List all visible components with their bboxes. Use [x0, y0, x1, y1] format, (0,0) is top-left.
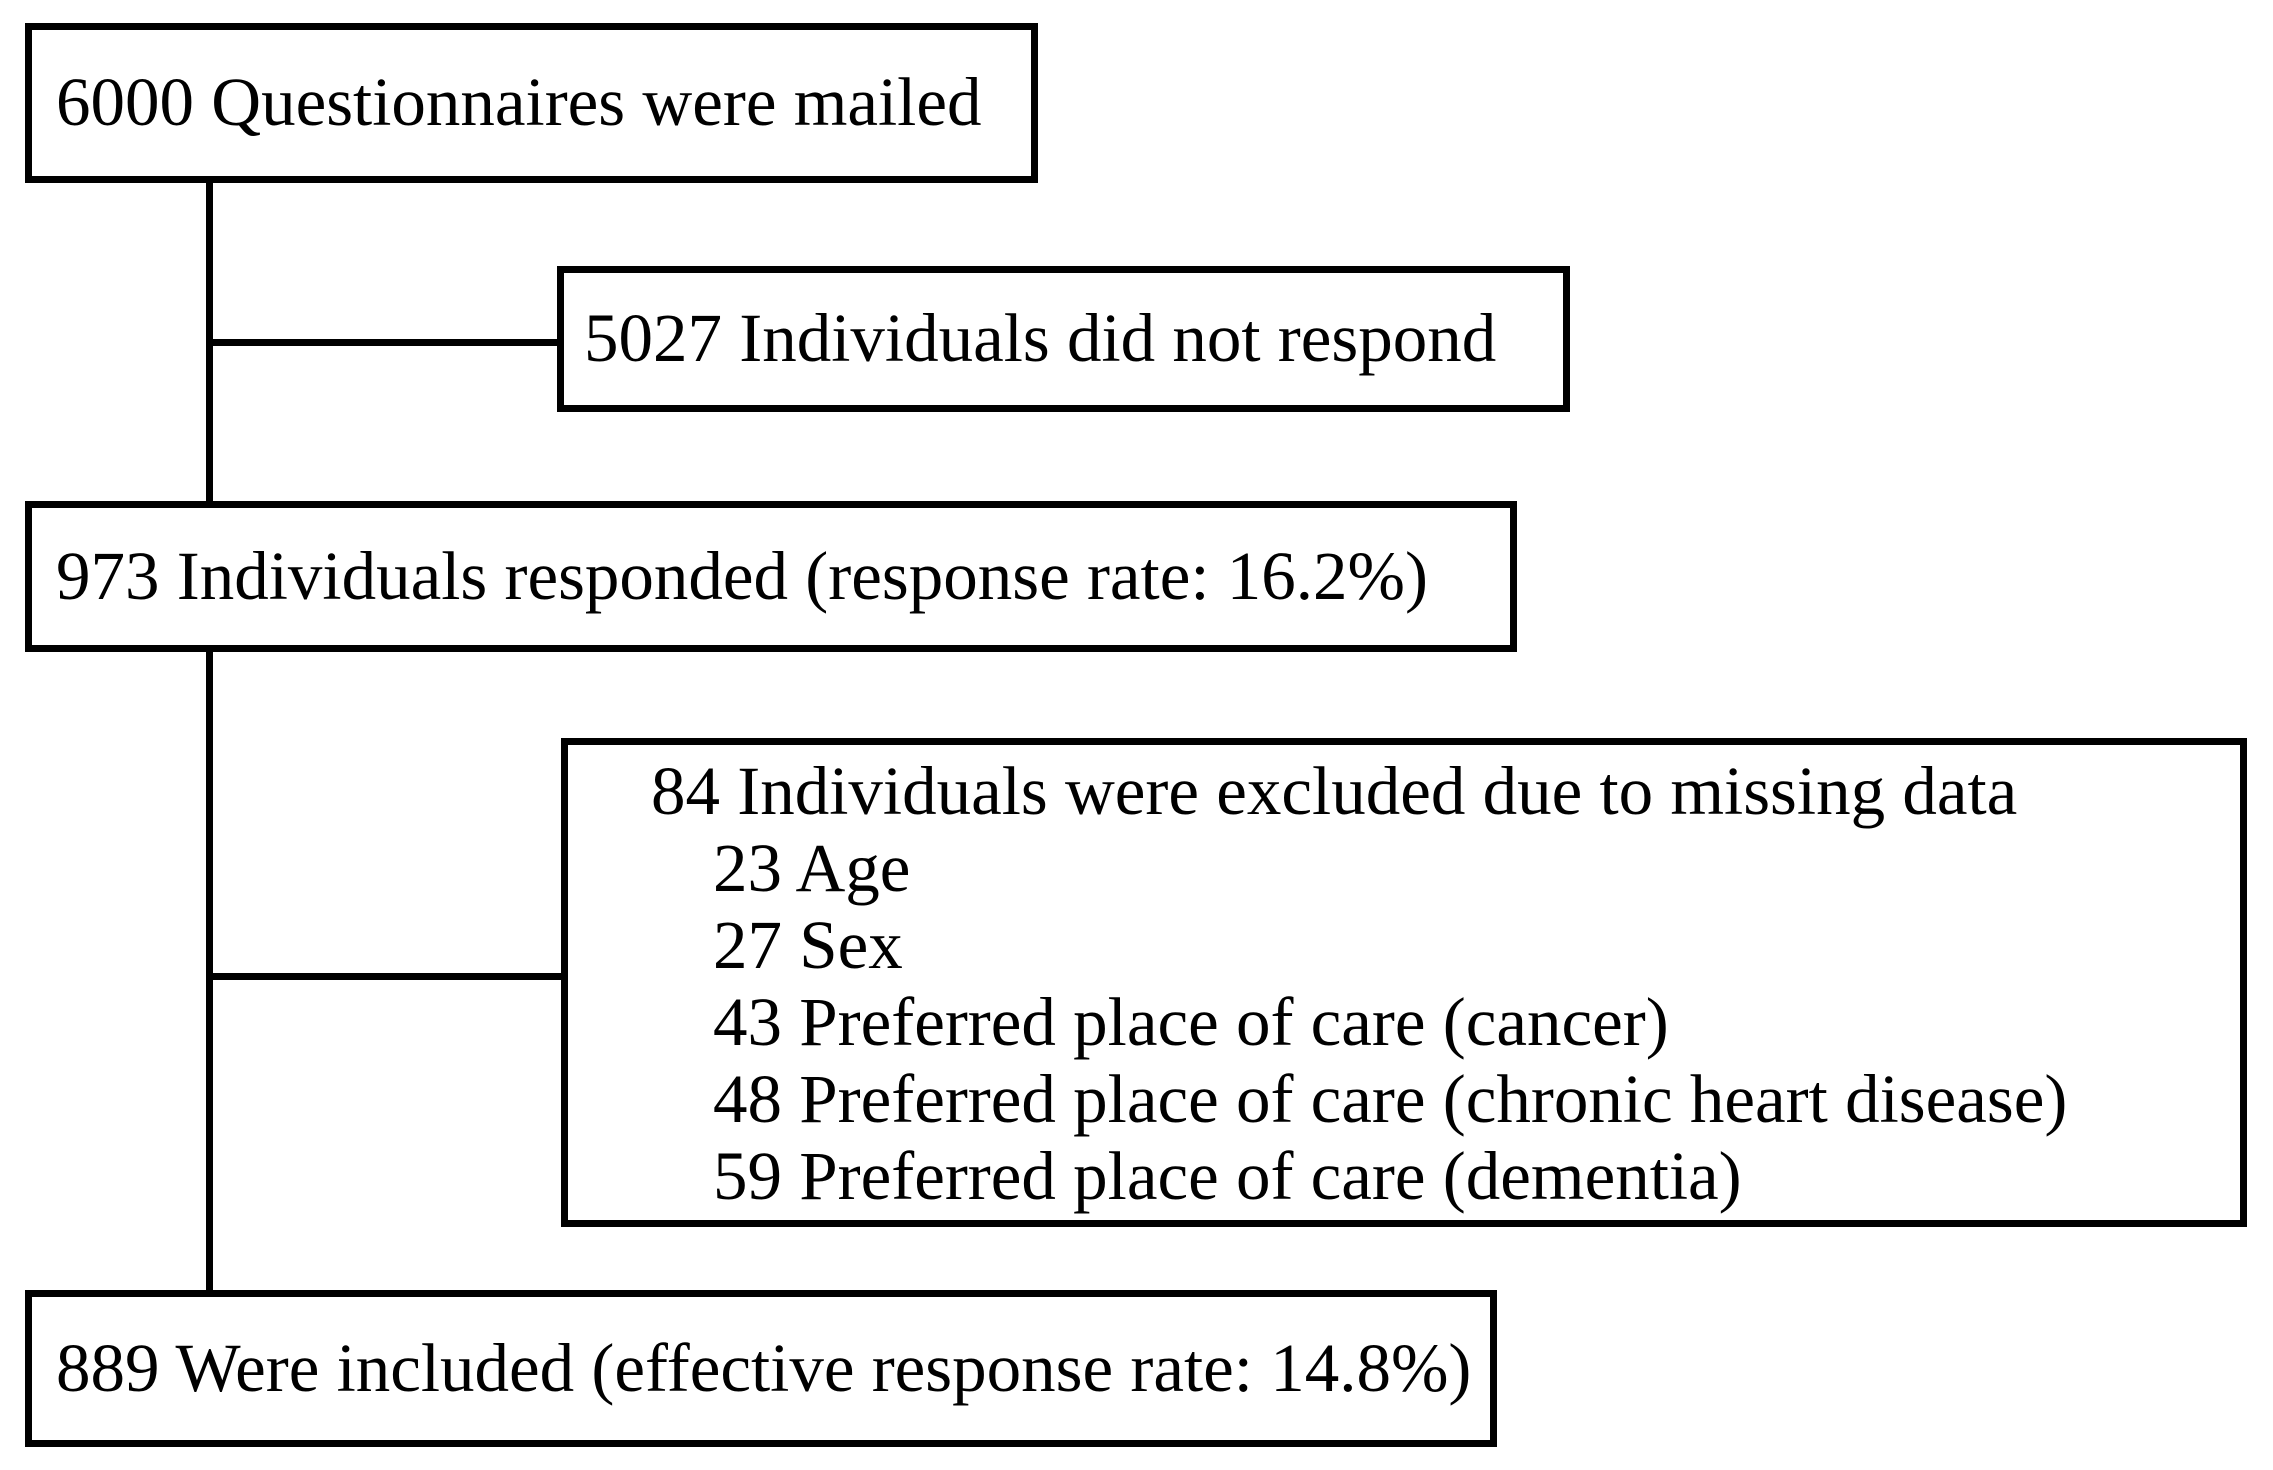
excluded-item-dementia: 59 Preferred place of care (dementia) — [713, 1138, 1742, 1214]
box-did-not-respond: 5027 Individuals did not respond — [557, 266, 1570, 412]
excluded-item-age: 23 Age — [713, 830, 911, 906]
excluded-item-sex: 27 Sex — [713, 907, 903, 983]
box-excluded: 84 Individuals were excluded due to miss… — [561, 738, 2247, 1227]
connector-branch-excluded — [206, 973, 561, 980]
excluded-header-label: 84 Individuals were excluded due to miss… — [651, 753, 2018, 829]
connector-trunk-lower — [206, 652, 213, 1290]
connector-branch-not-responded — [206, 339, 557, 346]
responded-label: 973 Individuals responded (response rate… — [56, 537, 1428, 614]
box-questionnaires-mailed: 6000 Questionnaires were mailed — [25, 23, 1038, 183]
included-label: 889 Were included (effective response ra… — [56, 1329, 1472, 1406]
questionnaires-mailed-label: 6000 Questionnaires were mailed — [56, 64, 982, 141]
box-responded: 973 Individuals responded (response rate… — [25, 501, 1517, 652]
excluded-item-chronic-heart-disease: 48 Preferred place of care (chronic hear… — [713, 1061, 2068, 1137]
did-not-respond-label: 5027 Individuals did not respond — [584, 300, 1497, 377]
excluded-item-cancer: 43 Preferred place of care (cancer) — [713, 984, 1669, 1060]
box-included: 889 Were included (effective response ra… — [25, 1290, 1497, 1447]
